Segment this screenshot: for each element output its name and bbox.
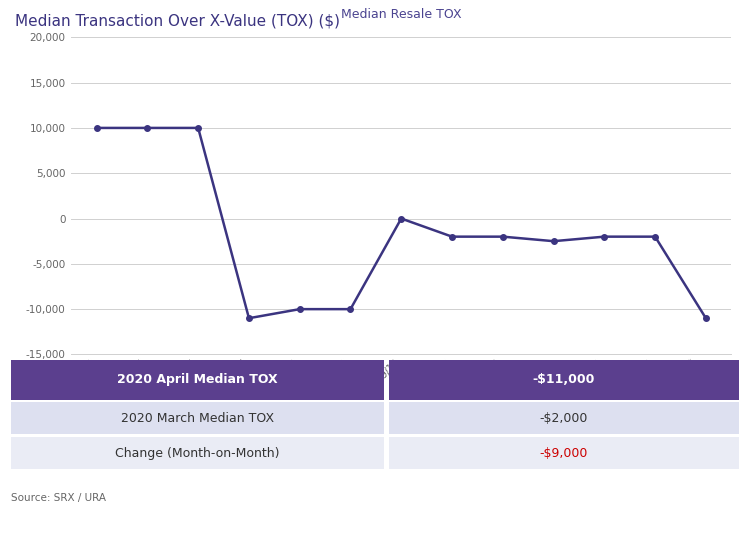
Text: -$2,000: -$2,000 (539, 412, 588, 425)
Text: -$9,000: -$9,000 (539, 447, 588, 459)
Text: 2020 April Median TOX: 2020 April Median TOX (117, 373, 278, 386)
Text: 2020 March Median TOX: 2020 March Median TOX (121, 412, 274, 425)
Text: Median Transaction Over X-Value (TOX) ($): Median Transaction Over X-Value (TOX) ($… (15, 13, 340, 28)
Text: Median Resale TOX: Median Resale TOX (341, 9, 461, 21)
Text: -$11,000: -$11,000 (532, 373, 595, 386)
Text: Source: SRX / URA: Source: SRX / URA (11, 493, 106, 503)
Text: Change (Month-on-Month): Change (Month-on-Month) (116, 447, 280, 459)
